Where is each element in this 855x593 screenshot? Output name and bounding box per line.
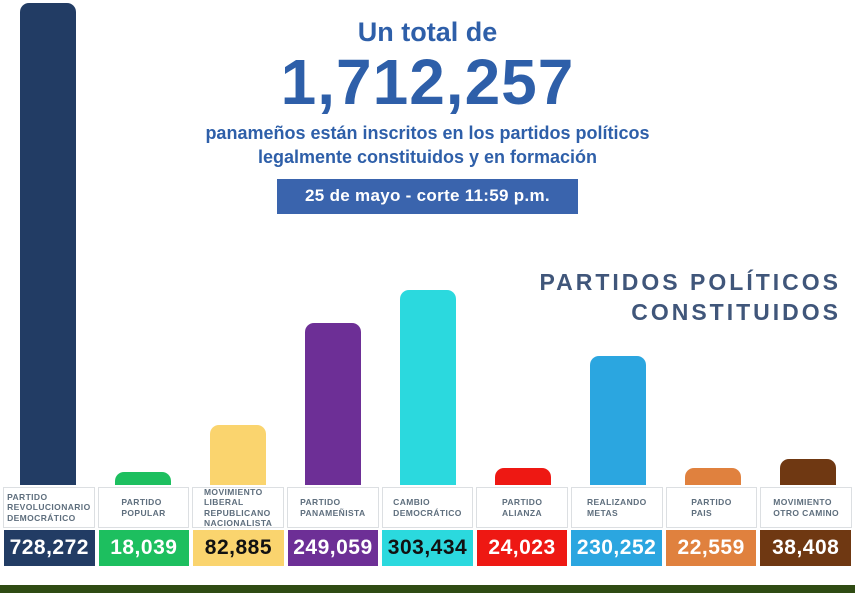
bar [779, 459, 836, 485]
section-title: PARTIDOS POLÍTICOS CONSTITUIDOS [539, 269, 841, 326]
bar [209, 425, 266, 485]
bar [304, 323, 361, 485]
party-name-label: CAMBIO DEMOCRÁTICO [393, 497, 462, 518]
party-label-cell: MOVIMIENTO LIBERAL REPUBLICANO NACIONALI… [192, 487, 284, 528]
party-label-cell: PARTIDO PANAMEÑISTA [286, 487, 379, 528]
bar-column [760, 0, 855, 485]
party-label-cell: PARTIDO ALIANZA [476, 487, 568, 528]
party-label-cell: MOVIMIENTO OTRO CAMINO [760, 487, 852, 528]
bar-column [475, 0, 570, 485]
party-value-badge: 230,252 [571, 530, 662, 566]
party-label-cell: PARTIDO POPULAR [97, 487, 190, 528]
party-value-badge: 24,023 [476, 530, 568, 566]
party-name-label: MOVIMIENTO OTRO CAMINO [773, 497, 840, 518]
party-value-badge: 303,434 [382, 530, 473, 566]
bar-column [665, 0, 760, 485]
header-intro: Un total de [357, 17, 498, 47]
party-name-label: REALIZANDO METAS [586, 497, 647, 518]
party-label-cell: PARTIDO REVOLUCIONARIO DEMOCRÁTICO [3, 487, 95, 528]
bar [114, 472, 171, 485]
date-cutoff-banner: 25 de mayo - corte 11:59 p.m. [277, 179, 578, 215]
party-value-badge: 249,059 [287, 530, 379, 566]
footer-strip [0, 585, 855, 593]
bar [399, 290, 456, 485]
bar-column [190, 0, 285, 485]
bar-column [285, 0, 380, 485]
bar [684, 468, 741, 485]
header-subtitle: panameños están inscritos en los partido… [205, 122, 650, 167]
bar [19, 3, 76, 485]
party-name-label: PARTIDO PANAMEÑISTA [300, 497, 366, 518]
bar-chart [0, 0, 855, 485]
bar-column [95, 0, 190, 485]
header: Un total de 1,712,257 panameños están in… [0, 17, 855, 215]
party-name-label: MOVIMIENTO LIBERAL REPUBLICANO NACIONALI… [203, 487, 273, 528]
party-value-badge: 728,272 [4, 530, 95, 566]
party-value-badge: 22,559 [665, 530, 757, 566]
party-label-cell: REALIZANDO METAS [570, 487, 663, 528]
bar-column [0, 0, 95, 485]
party-labels-row: PARTIDO REVOLUCIONARIO DEMOCRÁTICO PARTID… [0, 487, 855, 528]
party-name-label: PARTIDO POPULAR [121, 497, 166, 518]
bar-column [570, 0, 665, 485]
party-name-label: PARTIDO REVOLUCIONARIO DEMOCRÁTICO [7, 492, 91, 523]
party-value-badge: 18,039 [98, 530, 190, 566]
party-value-badge: 38,408 [760, 530, 851, 566]
party-value-badge: 82,885 [193, 530, 284, 566]
bar [494, 468, 551, 485]
bar-column [380, 0, 475, 485]
party-label-cell: PARTIDO PAIS [665, 487, 758, 528]
party-values-row: 728,272 18,039 82,885 249,059 303,434 24,023 2… [0, 530, 855, 566]
total-registered-count: 1,712,257 [280, 45, 575, 118]
party-name-label: PARTIDO PAIS [691, 497, 732, 518]
party-name-label: PARTIDO ALIANZA [501, 497, 543, 518]
bar [589, 356, 646, 485]
party-label-cell: CAMBIO DEMOCRÁTICO [381, 487, 474, 528]
